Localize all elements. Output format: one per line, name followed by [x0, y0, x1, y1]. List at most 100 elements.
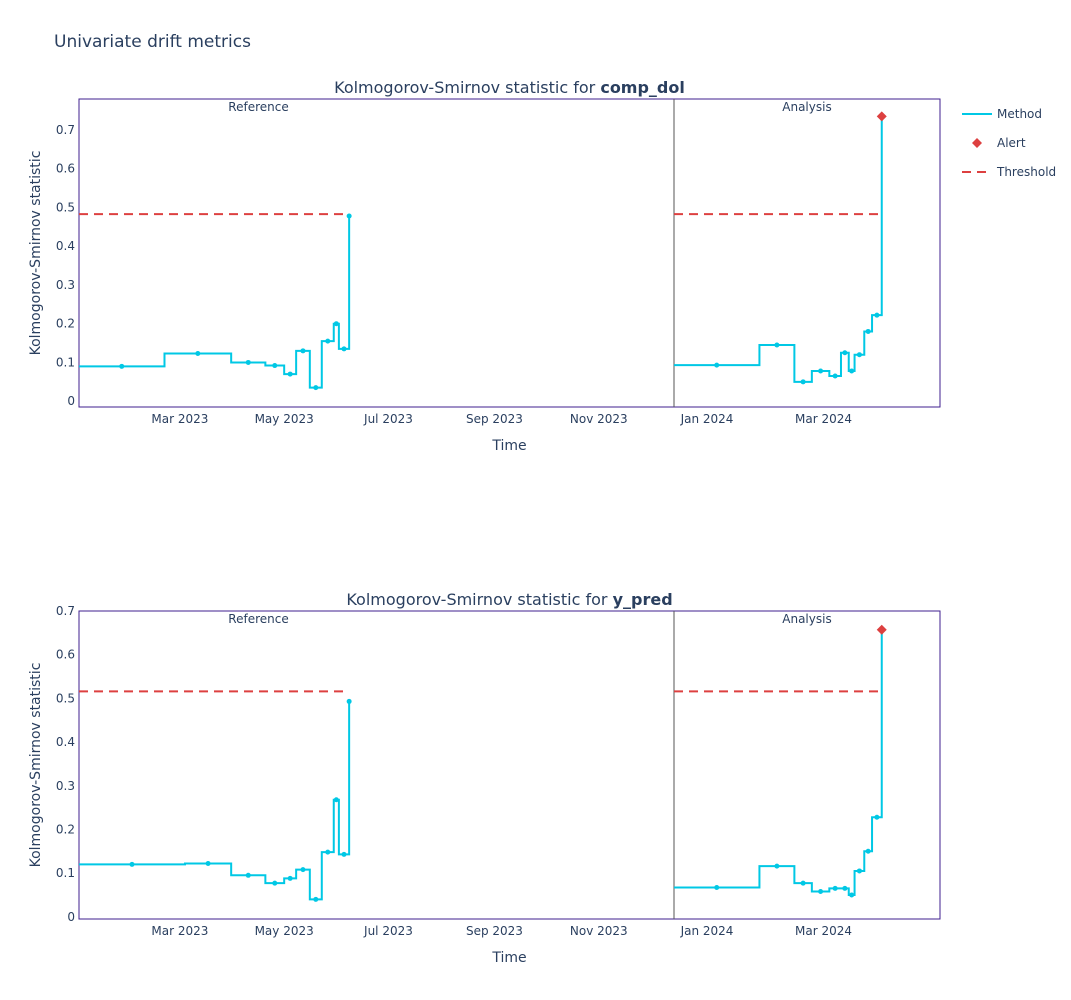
figure-title: Univariate drift metrics: [54, 32, 251, 52]
data-point: [832, 373, 838, 379]
data-point: [874, 814, 880, 820]
x-tick-label: Jan 2024: [680, 412, 734, 426]
data-point: [865, 848, 871, 854]
alert-marker: [876, 111, 887, 122]
x-tick-label: Mar 2024: [795, 924, 852, 938]
data-point: [842, 885, 848, 891]
data-point: [272, 880, 278, 886]
y-tick-label: 0.7: [56, 123, 75, 137]
x-tick-label: Mar 2024: [795, 412, 852, 426]
chart-title-feature: comp_dol: [600, 78, 685, 97]
y-axis-label: Kolmogorov-Smirnov statistic: [28, 663, 44, 868]
data-point: [325, 338, 331, 344]
data-point: [300, 867, 306, 873]
data-point: [874, 312, 880, 318]
data-point: [856, 868, 862, 874]
chart-title: Kolmogorov-Smirnov statistic for comp_do…: [334, 78, 685, 97]
legend-label-threshold: Threshold: [996, 165, 1056, 179]
chart-title: Kolmogorov-Smirnov statistic for y_pred: [346, 590, 672, 609]
y-tick-label: 0.6: [56, 162, 75, 176]
legend-alert-swatch: [972, 138, 982, 148]
analysis-period-label: Analysis: [782, 612, 831, 626]
x-tick-label: Mar 2023: [151, 924, 208, 938]
y-tick-label: 0.2: [56, 317, 75, 331]
x-tick-label: Sep 2023: [466, 924, 523, 938]
x-tick-label: Mar 2023: [151, 412, 208, 426]
alert-marker: [876, 624, 887, 635]
x-tick-label: Jul 2023: [363, 412, 413, 426]
legend-label-alert: Alert: [997, 136, 1026, 150]
data-point: [129, 861, 135, 867]
legend-label-method: Method: [997, 107, 1042, 121]
analysis-method-line: [674, 629, 883, 896]
data-point: [842, 350, 848, 356]
reference-period-label: Reference: [228, 100, 288, 114]
data-point: [832, 885, 838, 891]
data-point: [849, 892, 855, 898]
reference-method-line: [79, 701, 351, 901]
data-point: [333, 797, 339, 803]
x-tick-label: Jan 2024: [680, 924, 734, 938]
data-point: [818, 888, 824, 894]
data-point: [341, 851, 347, 857]
plot-frame: [78, 98, 941, 408]
chart-comp_dol: Kolmogorov-Smirnov statistic for comp_do…: [28, 78, 941, 454]
y-tick-label: 0.7: [56, 604, 75, 618]
chart-title-prefix: Kolmogorov-Smirnov statistic for: [346, 590, 612, 609]
y-tick-label: 0.1: [56, 866, 75, 880]
data-point: [818, 368, 824, 374]
y-tick-label: 0.2: [56, 822, 75, 836]
x-axis-label: Time: [491, 950, 526, 966]
plot-frame: [78, 610, 941, 920]
legend: Method Alert Threshold: [962, 107, 1056, 179]
data-point: [346, 698, 352, 704]
data-point: [800, 880, 806, 886]
x-tick-label: Sep 2023: [466, 412, 523, 426]
x-tick-label: May 2023: [255, 924, 314, 938]
analysis-method-line: [674, 116, 883, 383]
x-tick-label: Jul 2023: [363, 924, 413, 938]
data-point: [245, 359, 251, 365]
data-point: [195, 351, 201, 357]
y-tick-label: 0.5: [56, 200, 75, 214]
chart-title-feature: y_pred: [613, 590, 673, 609]
reference-period-label: Reference: [228, 612, 288, 626]
x-tick-label: May 2023: [255, 412, 314, 426]
y-tick-label: 0.5: [56, 691, 75, 705]
y-axis-label: Kolmogorov-Smirnov statistic: [28, 151, 44, 356]
data-point: [300, 348, 306, 354]
y-tick-label: 0.3: [56, 779, 75, 793]
data-point: [205, 861, 211, 867]
data-point: [856, 352, 862, 358]
data-point: [272, 363, 278, 369]
analysis-period-label: Analysis: [782, 100, 831, 114]
data-point: [800, 379, 806, 385]
data-point: [774, 863, 780, 869]
y-tick-label: 0: [67, 910, 75, 924]
y-tick-label: 0: [67, 394, 75, 408]
data-point: [287, 371, 293, 377]
chart-y_pred: Kolmogorov-Smirnov statistic for y_pred 0…: [28, 590, 941, 966]
data-point: [119, 363, 125, 369]
data-point: [287, 875, 293, 881]
y-tick-label: 0.1: [56, 355, 75, 369]
data-point: [341, 346, 347, 352]
y-tick-label: 0.3: [56, 278, 75, 292]
data-point: [714, 362, 720, 368]
y-tick-label: 0.4: [56, 239, 75, 253]
data-point: [245, 872, 251, 878]
reference-method-line: [79, 216, 351, 389]
data-point: [325, 849, 331, 855]
y-tick-label: 0.4: [56, 735, 75, 749]
data-point: [333, 321, 339, 327]
x-tick-label: Nov 2023: [570, 412, 628, 426]
data-point: [774, 342, 780, 348]
data-point: [865, 328, 871, 334]
x-axis-label: Time: [491, 438, 526, 454]
data-point: [313, 385, 319, 391]
data-point: [714, 885, 720, 891]
chart-title-prefix: Kolmogorov-Smirnov statistic for: [334, 78, 600, 97]
data-point: [346, 213, 352, 219]
